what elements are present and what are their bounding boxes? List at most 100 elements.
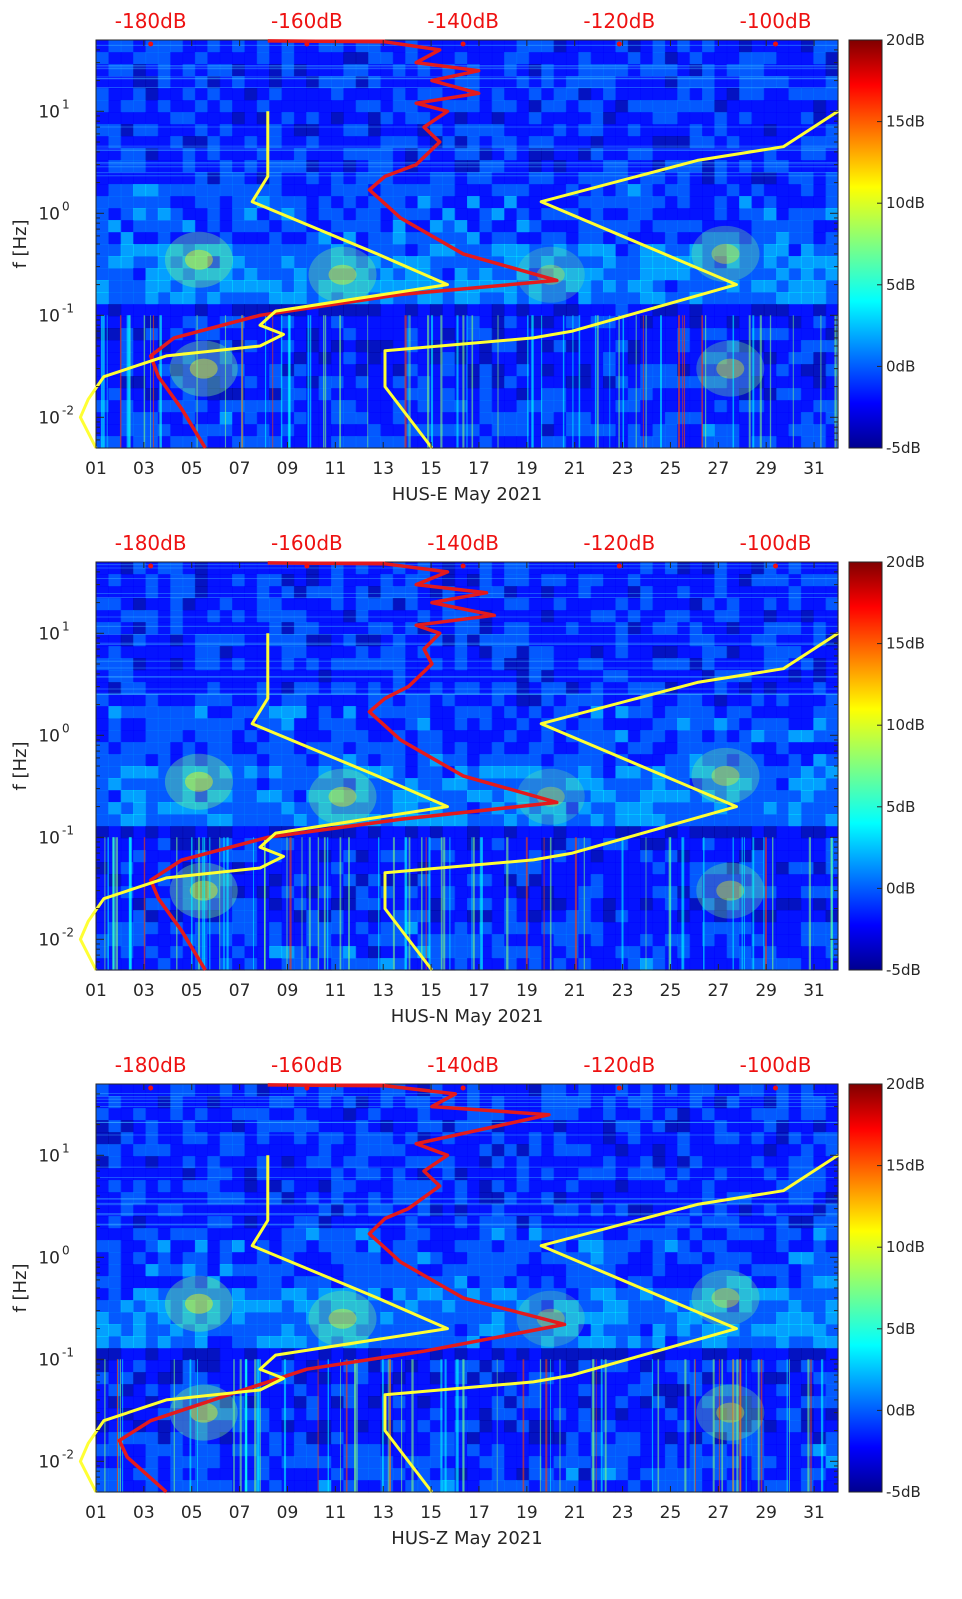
spectrogram-cell [355, 898, 369, 911]
spectrogram-cell [578, 412, 592, 425]
spectrogram-cell [194, 256, 208, 269]
spectrogram-cell [652, 730, 666, 743]
spectrogram-cell [145, 100, 159, 113]
spectrogram-cell [244, 778, 258, 791]
spectrogram-cell [429, 160, 443, 173]
spectrogram-cell [442, 946, 456, 959]
spectrogram-cell [763, 790, 777, 803]
spectrogram-cell [182, 268, 196, 281]
spectrogram-cell [442, 52, 456, 65]
spectrogram-cell [380, 742, 394, 755]
spectrogram-cell [664, 148, 678, 161]
spectrogram-cell [541, 742, 555, 755]
spectrogram-cell [194, 376, 208, 389]
spectrogram-cell [615, 1144, 629, 1157]
spectrogram-cell [553, 874, 567, 887]
spectrogram-cell [689, 412, 703, 425]
spectrogram-cell [269, 292, 283, 305]
spectrogram-cell [392, 328, 406, 341]
spectrogram-cell [429, 838, 443, 851]
spectrogram-cell [615, 112, 629, 125]
spectrogram-cell [392, 136, 406, 149]
spectrogram-cell [145, 1156, 159, 1169]
spectrogram-cell [565, 148, 579, 161]
spectrogram-cell [751, 850, 765, 863]
spectrogram-cell [751, 160, 765, 173]
spectrogram-cell [677, 718, 691, 731]
spectrogram-cell [219, 52, 233, 65]
spectrogram-cell [355, 424, 369, 437]
spectrogram-cell [405, 184, 419, 197]
spectrogram-cell [306, 898, 320, 911]
spectrogram-cell [615, 586, 629, 599]
spectrogram-cell [578, 610, 592, 623]
spectrogram-cell [825, 814, 839, 827]
spectrogram-cell [306, 208, 320, 221]
spectrogram-cell [528, 646, 542, 659]
spectrogram-cell [652, 610, 666, 623]
spectrogram-cell [417, 910, 431, 923]
spectrogram-cell [232, 40, 245, 53]
spectrogram-cell [714, 328, 728, 341]
spectrogram-cell [664, 1132, 678, 1145]
spectrogram-cell [355, 682, 369, 695]
spectrogram-cell [541, 1144, 555, 1157]
spectrogram-cell [516, 814, 530, 827]
spectrogram-cell [541, 622, 555, 635]
spectrogram-cell [96, 232, 109, 245]
spectrogram-cell [528, 88, 542, 101]
spectrogram-cell [269, 934, 283, 947]
spectrogram-cell [726, 304, 740, 317]
spectrogram-cell [640, 742, 654, 755]
spectrogram-cell [504, 160, 518, 173]
spectrogram-cell [368, 646, 382, 659]
spectrogram-cell [627, 88, 641, 101]
spectrogram-cell [355, 196, 369, 209]
spectrogram-cell [145, 232, 159, 245]
spectrogram-cell [590, 802, 604, 815]
spectrogram-cell [714, 340, 728, 353]
spectrogram-cell [788, 790, 802, 803]
spectrogram-cell [306, 400, 320, 413]
spectrogram-cell [677, 40, 691, 53]
spectrogram-cell [318, 766, 332, 779]
spectrogram-cell [578, 646, 592, 659]
spectrogram-cell [207, 730, 221, 743]
spectrogram-cell [640, 40, 654, 53]
spectrogram-cell [170, 778, 184, 791]
spectrogram-cell [615, 364, 629, 377]
spectrogram-cell [825, 172, 839, 185]
spectrogram-cell [763, 160, 777, 173]
spectrogram-cell [590, 112, 604, 125]
spectrogram-cell [739, 574, 753, 587]
spectrogram-cell [813, 814, 827, 827]
spectrogram-cell [145, 304, 159, 317]
spectrogram-cell [343, 622, 357, 635]
spectrogram-cell [145, 610, 159, 623]
spectrogram-cell [677, 376, 691, 389]
spectrogram-cell [194, 1156, 208, 1169]
spectrogram-cell [244, 826, 258, 839]
spectrogram-cell [491, 622, 505, 635]
spectrogram-cell [491, 292, 505, 305]
spectrogram-cell [157, 256, 171, 269]
spectrogram-cell [157, 586, 171, 599]
spectrogram-cell [355, 436, 369, 449]
spectrogram-cell [825, 586, 839, 599]
spectrogram-cell [232, 706, 245, 719]
spectrogram-cell [825, 232, 839, 245]
spectrogram-cell [244, 292, 258, 305]
spectrogram-cell [615, 244, 629, 257]
spectrogram-cell [219, 124, 233, 137]
spectrogram-cell [306, 706, 320, 719]
spectrogram-cell [281, 172, 295, 185]
spectrogram-cell [331, 148, 344, 161]
spectrogram-cell [479, 316, 493, 329]
spectrogram-cell [702, 220, 715, 233]
spectrogram-cell [244, 934, 258, 947]
spectrogram-cell [392, 910, 406, 923]
spectrogram-cell [244, 268, 258, 281]
spectrogram-cell [269, 352, 283, 365]
spectrogram-cell [714, 574, 728, 587]
spectrogram-cell [157, 922, 171, 935]
